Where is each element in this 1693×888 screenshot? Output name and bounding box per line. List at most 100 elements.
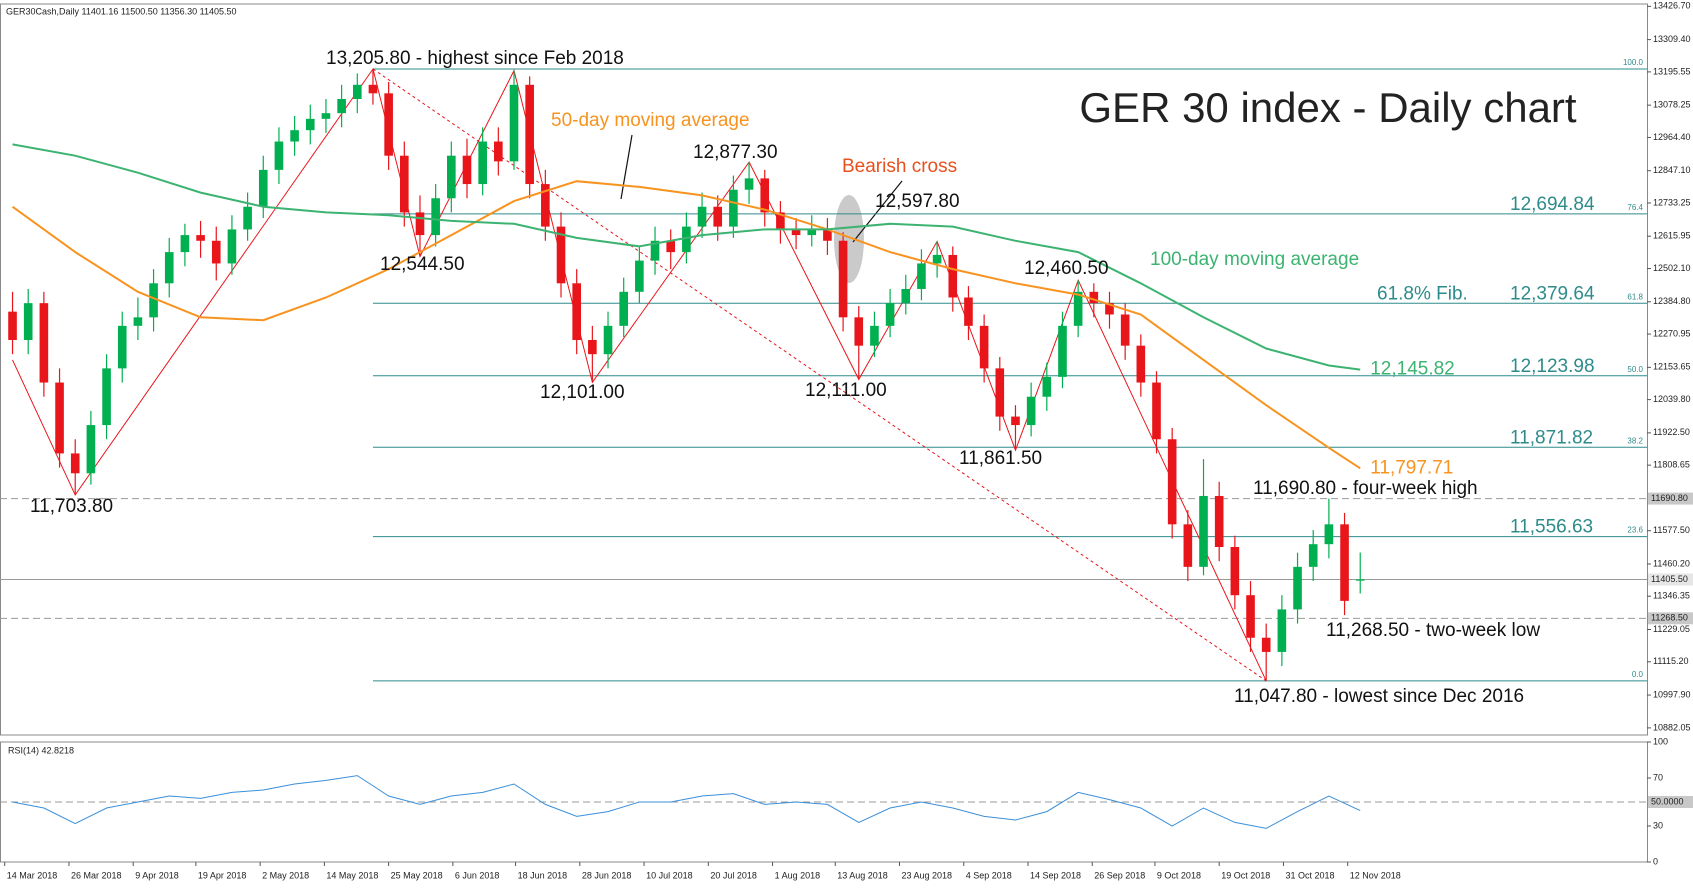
candle-body [258, 169, 268, 207]
x-tick-label: 31 Oct 2018 [1285, 870, 1334, 880]
candle-body [650, 240, 660, 261]
candle-body [541, 184, 550, 227]
candle-body [39, 303, 49, 383]
candle-body [384, 93, 393, 156]
candle-body [1246, 595, 1255, 638]
y-tick-label: 12039.80 [1653, 394, 1691, 404]
candle-body [243, 206, 252, 230]
candle-body [55, 382, 64, 454]
y-tick-label: 11922.50 [1653, 427, 1690, 437]
fib-ratio-label: 61.8 [1627, 292, 1643, 301]
x-tick-label: 6 Jun 2018 [455, 870, 500, 880]
y-tick-label: 12964.40 [1653, 132, 1691, 142]
annotation: 12,597.80 [875, 191, 960, 212]
candle-body [1058, 325, 1067, 377]
candle-body [23, 303, 33, 341]
y-tick-label: 13078.25 [1653, 100, 1691, 110]
y-tick-label: 11577.50 [1653, 525, 1690, 535]
ma-end-label: 11,797.71 [1370, 457, 1453, 478]
candle-body [1324, 524, 1334, 545]
x-tick-label: 14 May 2018 [326, 870, 378, 880]
candle-body [431, 198, 440, 236]
y-tick-label: 11460.20 [1653, 558, 1690, 568]
annotation: Bearish cross [842, 156, 957, 177]
y-tick-label: 12384.80 [1653, 296, 1691, 306]
candle-body [760, 178, 770, 213]
rsi-level-label: 50.0000 [1651, 796, 1684, 806]
candle-body [180, 235, 190, 253]
candle-body [368, 84, 378, 94]
annotation: 12,460.50 [1024, 258, 1109, 279]
y-tick-label: 13195.55 [1653, 66, 1691, 76]
candle-body [979, 325, 989, 369]
trendline [372, 68, 1267, 682]
candle-body [290, 130, 299, 142]
fib-ratio-label: 76.4 [1627, 203, 1643, 212]
rsi-level-box [1648, 796, 1693, 808]
x-tick-label: 20 Jul 2018 [710, 870, 757, 880]
candle-body [713, 206, 723, 227]
fib-price-label: 11,556.63 [1510, 517, 1593, 538]
y-tick-label: 11115.20 [1653, 656, 1689, 666]
annotation: 13,205.80 - highest since Feb 2018 [326, 48, 624, 69]
price-level-label: 11405.50 [1651, 574, 1688, 584]
candle-body [1293, 566, 1302, 610]
fib-label: 61.8% Fib. [1377, 283, 1468, 304]
x-tick-label: 25 May 2018 [391, 870, 443, 880]
candle-body [447, 155, 456, 199]
annotation-arrow [620, 134, 633, 200]
candle-body [1183, 524, 1193, 567]
y-tick-label: 10882.05 [1653, 722, 1691, 732]
annotation: 11,047.80 - lowest since Dec 2016 [1234, 686, 1524, 707]
y-tick-label: 11229.05 [1653, 624, 1690, 634]
candle-body [227, 229, 237, 264]
candle-body [838, 240, 848, 318]
x-tick-label: 26 Sep 2018 [1094, 870, 1145, 880]
y-tick-label: 11808.65 [1653, 460, 1690, 470]
x-tick-label: 9 Oct 2018 [1157, 870, 1201, 880]
annotation: 11,861.50 [959, 448, 1042, 469]
candle-body [807, 229, 817, 236]
candle-body [556, 226, 566, 284]
zigzag [12, 67, 1267, 682]
candle-body [666, 240, 676, 253]
y-tick-label: 12847.10 [1653, 165, 1691, 175]
annotation: 11,690.80 - four-week high [1253, 478, 1478, 499]
fib-ratio-label: 38.2 [1627, 436, 1643, 445]
candle-body [1136, 345, 1146, 383]
candle-body [86, 425, 96, 474]
candle-body [117, 325, 127, 369]
candle-body [525, 84, 534, 185]
candle-body [697, 206, 707, 227]
annotation: 12,101.00 [540, 382, 625, 403]
candle-body [305, 118, 315, 131]
x-tick-label: 1 Aug 2018 [775, 870, 821, 880]
x-tick-label: 9 Apr 2018 [135, 870, 179, 880]
cross-highlight [834, 195, 864, 283]
y-tick-label: 12270.95 [1653, 328, 1691, 338]
candle-body [948, 254, 958, 298]
candle-body [399, 155, 409, 213]
candle-body [478, 141, 487, 185]
candle-body [211, 240, 221, 264]
candle-body [744, 178, 754, 190]
candle-body [682, 226, 691, 253]
ma-label: 100-day moving average [1150, 249, 1359, 270]
y-tick-label: 12615.95 [1653, 231, 1691, 241]
fib-ratio-label: 50.0 [1627, 365, 1643, 374]
candle-body [776, 212, 785, 230]
rsi-title: RSI(14) 42.8218 [8, 745, 74, 755]
candle-body [572, 283, 581, 341]
candle-body [854, 317, 864, 346]
candle-body [164, 252, 174, 284]
moving-average [11, 180, 1361, 470]
x-tick-label: 28 Jun 2018 [582, 870, 632, 880]
annotation: 12,111.00 [805, 380, 887, 401]
x-tick-label: 18 Jun 2018 [518, 870, 568, 880]
candle-body [1026, 396, 1036, 426]
y-tick-label: 13426.70 [1653, 1, 1691, 11]
candle-body [1340, 524, 1349, 601]
candle-body [1261, 637, 1271, 652]
main-panel-border [0, 3, 1648, 736]
